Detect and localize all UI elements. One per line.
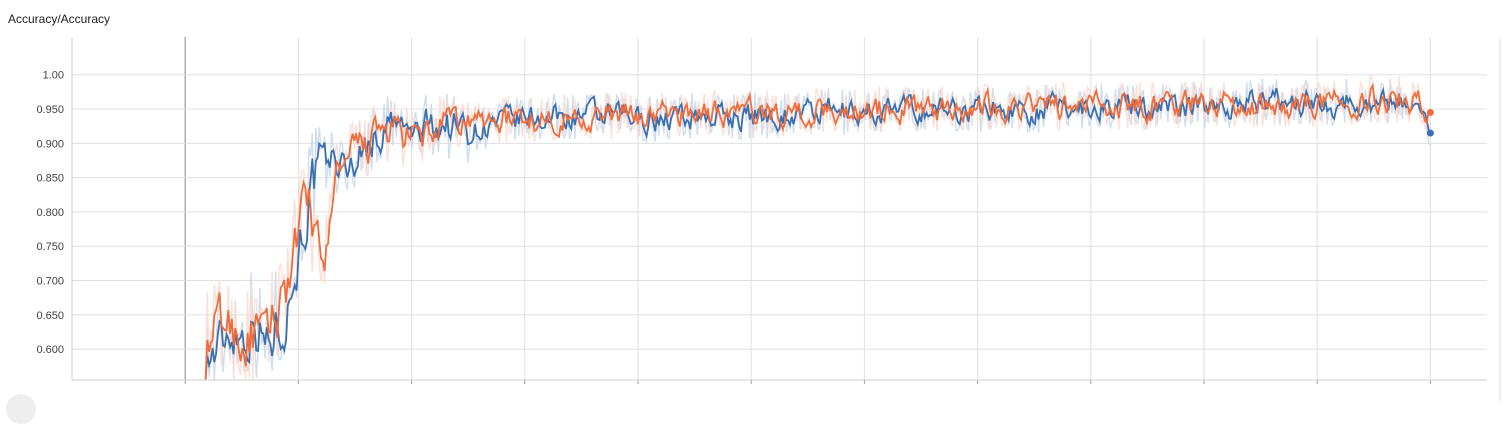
axes [71,37,1501,401]
accuracy-line-chart: 0.600 0.650 0.700 0.750 0.800 0.850 0.900 0.950… [36,37,1501,401]
smoothed-series [204,82,1432,380]
x-gridlines [184,37,1431,384]
y-tick-label: 0.900 [36,138,64,150]
expand-button[interactable] [6,394,36,424]
y-tick-label: 0.650 [36,310,64,322]
y-tick-label: 0.950 [36,104,64,116]
y-tick-labels: 0.600 0.650 0.700 0.750 0.800 0.850 0.900 0.950… [36,70,64,356]
y-tick-label: 0.800 [36,207,64,219]
series-2-smoothed-line [204,82,1431,380]
series-2-end-point [1426,108,1434,116]
y-tick-label: 0.850 [36,173,64,185]
series-2-raw-line [204,75,1432,380]
y-tick-label: 1.00 [43,70,64,82]
chart-title: Accuracy/Accuracy [8,12,111,26]
series-1-smoothed-line [204,86,1432,380]
series-end-markers [1426,108,1434,137]
y-tick-label: 0.750 [36,241,64,253]
y-tick-label: 0.600 [36,344,64,356]
series-1-end-point [1426,129,1434,137]
y-tick-label: 0.700 [36,276,64,288]
y-gridlines [72,74,1487,350]
